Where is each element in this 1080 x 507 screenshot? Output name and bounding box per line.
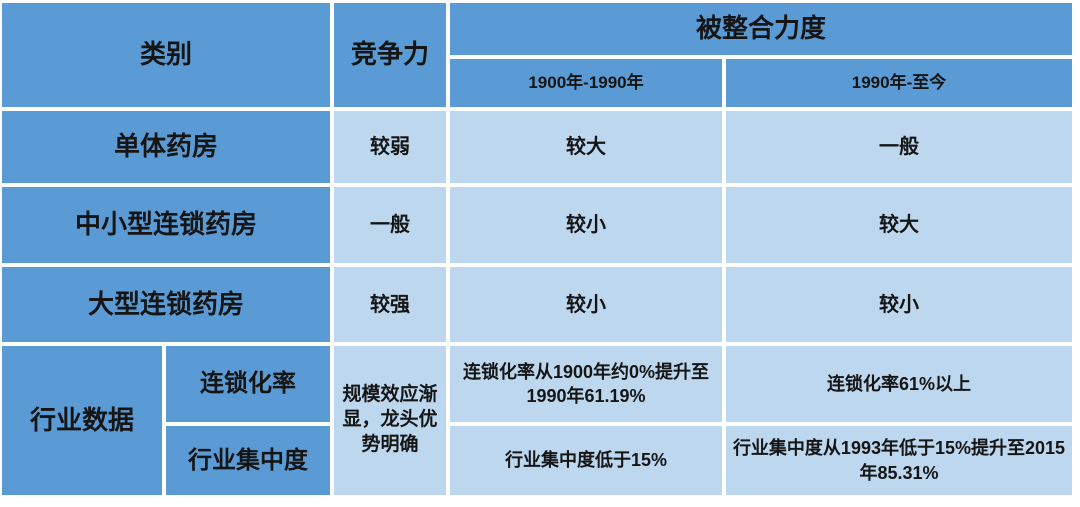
industry-concentration-label-cell: 行业集中度 [166,426,330,495]
row2-period1-cell: 较小 [450,187,722,263]
row1-label-cell: 单体药房 [2,111,330,183]
row3-label-cell: 大型连锁药房 [2,267,330,342]
industry-data-label-cell: 行业数据 [2,346,162,495]
industry-concentration-period2-cell: 行业集中度从1993年低于15%提升至2015年85.31% [726,426,1072,495]
header-period2-cell: 1990年-至今 [726,59,1072,107]
header-competitiveness-cell: 竞争力 [334,3,446,107]
chain-rate-label-cell: 连锁化率 [166,346,330,422]
row1-period2-cell: 一般 [726,111,1072,183]
header-category-cell: 类别 [2,3,330,107]
row3-period1-cell: 较小 [450,267,722,342]
chain-rate-period2-cell: 连锁化率61%以上 [726,346,1072,422]
row3-period2-cell: 较小 [726,267,1072,342]
industry-competitiveness-cell: 规模效应渐显，龙头优势明确 [334,346,446,495]
row2-period2-cell: 较大 [726,187,1072,263]
row1-period1-cell: 较大 [450,111,722,183]
row2-label-cell: 中小型连锁药房 [2,187,330,263]
chain-rate-period1-cell: 连锁化率从1900年约0%提升至1990年61.19% [450,346,722,422]
row2-competitiveness-cell: 一般 [334,187,446,263]
industry-concentration-period1-cell: 行业集中度低于15% [450,426,722,495]
row3-competitiveness-cell: 较强 [334,267,446,342]
row1-competitiveness-cell: 较弱 [334,111,446,183]
header-integration-cell: 被整合力度 [450,3,1072,55]
pharmacy-integration-table: 类别 竞争力 被整合力度 1900年-1990年 1990年-至今 单体药房 较… [2,3,1072,495]
header-period1-cell: 1900年-1990年 [450,59,722,107]
